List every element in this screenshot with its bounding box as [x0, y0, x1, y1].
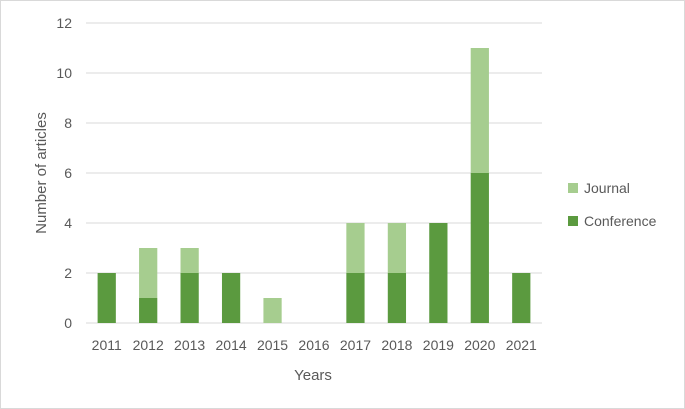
x-tick-label-2021: 2021 — [506, 337, 537, 353]
x-tick-label-2020: 2020 — [464, 337, 495, 353]
y-tick-labels: 0 2 4 6 8 10 12 — [56, 15, 72, 331]
legend-swatch-journal — [568, 183, 578, 193]
x-tick-label-2018: 2018 — [381, 337, 412, 353]
bar-conference-2017 — [346, 273, 365, 323]
y-tick-label-12: 12 — [56, 15, 72, 31]
legend-label-conference: Conference — [584, 213, 657, 229]
bar-journal-2015 — [263, 298, 282, 323]
y-tick-label-0: 0 — [64, 315, 72, 331]
bar-conference-2021 — [512, 273, 531, 323]
bar-conference-2019 — [429, 223, 448, 323]
bar-conference-2012 — [139, 298, 158, 323]
bar-conference-2013 — [180, 273, 199, 323]
x-tick-label-2017: 2017 — [340, 337, 371, 353]
x-axis-title: Years — [294, 367, 332, 384]
x-tick-label-2013: 2013 — [174, 337, 205, 353]
y-tick-label-10: 10 — [56, 65, 72, 81]
x-tick-label-2019: 2019 — [423, 337, 454, 353]
bar-conference-2018 — [387, 273, 407, 323]
x-tick-label-2011: 2011 — [92, 337, 122, 353]
y-tick-label-8: 8 — [64, 115, 72, 131]
bar-journal-2012 — [139, 248, 158, 298]
bar-journal-2018 — [387, 223, 407, 273]
x-tick-label-2016: 2016 — [298, 337, 329, 353]
gridlines — [86, 22, 542, 324]
x-tick-label-2015: 2015 — [257, 337, 288, 353]
x-tick-label-2014: 2014 — [216, 337, 247, 353]
y-tick-label-6: 6 — [64, 165, 72, 181]
legend-swatch-conference — [568, 216, 578, 226]
y-axis-title: Number of articles — [33, 112, 50, 234]
bar-journal-2017 — [346, 223, 365, 273]
bar-journal-2020 — [470, 48, 489, 173]
legend: Journal Conference — [568, 180, 657, 229]
bar-conference-2011 — [97, 273, 116, 323]
legend-label-journal: Journal — [584, 180, 630, 196]
x-tick-labels: 2011 2012 2013 2014 2015 2016 2017 2018 2019 2020… — [92, 337, 537, 353]
x-tick-label-2012: 2012 — [133, 337, 164, 353]
y-tick-label-4: 4 — [64, 215, 72, 231]
y-tick-label-2: 2 — [64, 265, 72, 281]
bar-journal-2013 — [180, 248, 199, 273]
bar-conference-2014 — [221, 273, 241, 323]
bars — [97, 48, 531, 323]
bar-conference-2020 — [470, 173, 489, 323]
